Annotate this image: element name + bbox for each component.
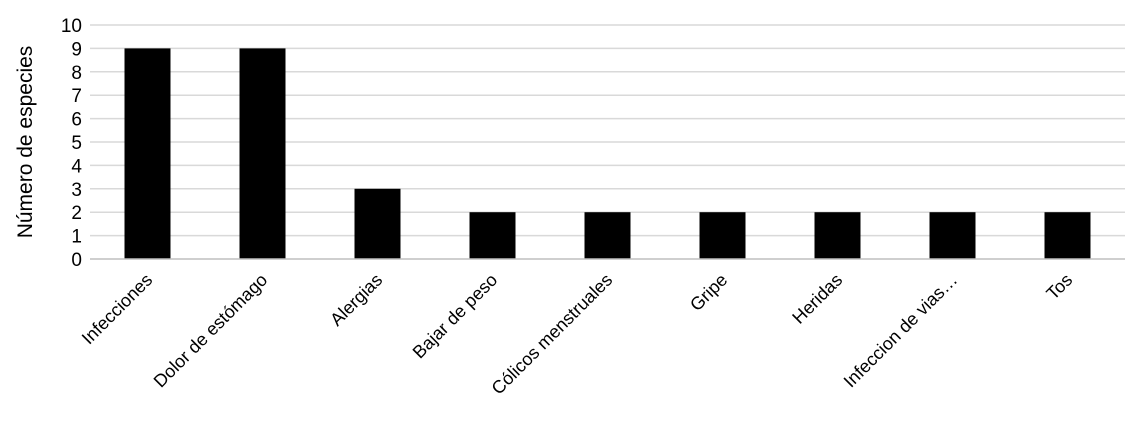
- x-tick-label: Infecciones: [78, 270, 157, 349]
- bar: [929, 212, 976, 259]
- y-tick-label: 7: [71, 86, 82, 107]
- y-axis-title: Número de especies: [14, 46, 37, 239]
- y-tick-label: 2: [71, 203, 82, 224]
- y-tick-label: 6: [71, 110, 82, 131]
- bar: [124, 48, 171, 260]
- y-tick-labels: 01 23 456 78 910: [61, 16, 83, 271]
- y-tick-label: 0: [71, 250, 82, 271]
- bars: [124, 48, 1091, 260]
- bar: [239, 48, 286, 260]
- y-tick-label: 3: [71, 180, 82, 201]
- x-tick-label: Tos: [1042, 270, 1076, 304]
- y-tick-label: 4: [71, 156, 82, 177]
- bar: [469, 212, 516, 259]
- x-tick-label: Heridas: [788, 270, 846, 328]
- x-tick-label: Alergias: [326, 270, 386, 330]
- x-tick-label: Cólicos menstruales: [488, 270, 617, 399]
- bar: [1044, 212, 1091, 259]
- bar: [584, 212, 631, 259]
- bar: [354, 188, 401, 259]
- y-tick-label: 8: [71, 63, 82, 84]
- bar: [699, 212, 746, 259]
- y-tick-label: 5: [71, 133, 82, 154]
- x-tick-label: Infeccion de vias…: [840, 270, 962, 392]
- y-tick-label: 10: [61, 16, 82, 37]
- y-tick-label: 1: [71, 227, 82, 248]
- x-tick-label: Dolor de estómago: [150, 270, 272, 392]
- bar: [814, 212, 861, 259]
- x-tick-label: Bajar de peso: [409, 270, 502, 363]
- y-tick-label: 9: [71, 39, 82, 60]
- x-tick-label: Gripe: [686, 270, 731, 315]
